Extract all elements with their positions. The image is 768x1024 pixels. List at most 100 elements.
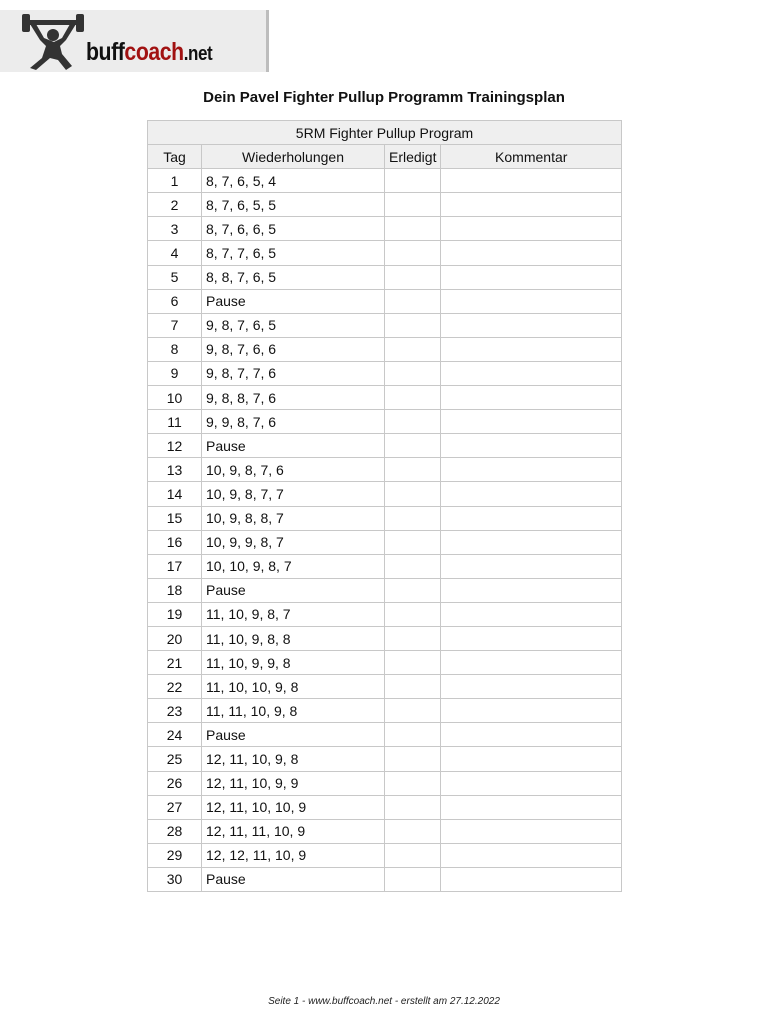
footer: Seite 1 - www.buffcoach.net - erstellt a… (268, 996, 500, 1007)
reps-cell: 12, 11, 10, 9, 8 (201, 746, 385, 772)
comment-cell (440, 529, 622, 555)
done-cell (383, 481, 442, 507)
done-cell (383, 722, 442, 748)
table-row: 29 12, 12, 11, 10, 9 (147, 842, 622, 868)
done-cell (383, 336, 442, 362)
table-row: 14 10, 9, 8, 7, 7 (147, 481, 622, 507)
reps-cell: 9, 8, 7, 6, 5 (201, 312, 385, 338)
reps-cell: Pause (201, 866, 385, 893)
done-cell (383, 409, 442, 435)
done-cell (383, 818, 442, 844)
reps-cell: 8, 7, 6, 6, 5 (201, 216, 385, 242)
table-row: 10 9, 8, 8, 7, 6 (147, 385, 622, 411)
table-row: 15 10, 9, 8, 8, 7 (147, 505, 622, 531)
reps-cell: 8, 7, 7, 6, 5 (201, 240, 385, 266)
day-cell: 24 (147, 722, 202, 748)
reps-cell: 8, 7, 6, 5, 5 (201, 192, 385, 218)
done-cell (383, 264, 442, 290)
reps-cell: 9, 8, 7, 7, 6 (201, 360, 385, 387)
table-row: 18 Pause (147, 577, 622, 603)
table-row: 24 Pause (147, 722, 622, 748)
comment-cell (440, 433, 622, 459)
done-cell (383, 457, 442, 483)
logo: buffcoach.net (0, 10, 269, 72)
day-cell: 12 (147, 433, 202, 459)
comment-cell (440, 625, 622, 652)
comment-cell (440, 336, 622, 362)
day-cell: 5 (147, 264, 202, 290)
table-row: 22 11, 10, 10, 9, 8 (147, 674, 622, 700)
comment-cell (440, 312, 622, 338)
table-row: 23 11, 11, 10, 9, 8 (147, 698, 622, 724)
day-cell: 21 (147, 650, 202, 676)
day-cell: 18 (147, 577, 202, 603)
logo-text: coach (124, 38, 184, 66)
reps-cell: 8, 8, 7, 6, 5 (201, 264, 385, 290)
done-cell (383, 529, 442, 555)
comment-cell (440, 168, 622, 194)
reps-cell: 11, 10, 9, 8, 8 (201, 625, 385, 652)
reps-cell: 11, 10, 10, 9, 8 (201, 674, 385, 700)
table-row: 25 12, 11, 10, 9, 8 (147, 746, 622, 772)
comment-cell (440, 385, 622, 411)
table-row: 4 8, 7, 7, 6, 5 (147, 240, 622, 266)
page-title: Dein Pavel Fighter Pullup Programm Train… (203, 89, 565, 106)
comment-cell (440, 288, 622, 314)
reps-cell: Pause (201, 288, 385, 314)
logo-text: buff (86, 38, 125, 66)
reps-cell: 12, 11, 10, 10, 9 (201, 794, 385, 820)
table-row: 30 Pause (147, 866, 622, 893)
reps-cell: 10, 9, 8, 8, 7 (201, 505, 385, 531)
table-row: 7 9, 8, 7, 6, 5 (147, 312, 622, 338)
table-row: 20 11, 10, 9, 8, 8 (147, 625, 622, 652)
day-cell: 11 (147, 409, 202, 435)
day-cell: 16 (147, 529, 202, 555)
day-cell: 13 (147, 457, 202, 483)
done-cell (383, 168, 442, 194)
comment-cell (440, 481, 622, 507)
done-cell (383, 216, 442, 242)
done-cell (383, 240, 442, 266)
comment-cell (440, 746, 622, 772)
reps-cell: 12, 11, 10, 9, 9 (201, 770, 385, 796)
table-row: 16 10, 9, 9, 8, 7 (147, 529, 622, 555)
done-cell (383, 312, 442, 338)
table-row: 26 12, 11, 10, 9, 9 (147, 770, 622, 796)
reps-cell: 10, 9, 8, 7, 6 (201, 457, 385, 483)
reps-cell: 10, 9, 8, 7, 7 (201, 481, 385, 507)
comment-cell (440, 360, 622, 387)
done-cell (383, 360, 442, 387)
done-cell (383, 866, 442, 893)
comment-cell (440, 577, 622, 603)
table-row: 21 11, 10, 9, 9, 8 (147, 650, 622, 676)
reps-cell: 9, 9, 8, 7, 6 (201, 409, 385, 435)
reps-cell: Pause (201, 722, 385, 748)
column-header: Wiederholungen (201, 144, 385, 170)
day-cell: 10 (147, 385, 202, 411)
day-cell: 27 (147, 794, 202, 820)
reps-cell: 11, 10, 9, 9, 8 (201, 650, 385, 676)
day-cell: 17 (147, 553, 202, 579)
comment-cell (440, 216, 622, 242)
comment-cell (440, 842, 622, 868)
comment-cell (440, 770, 622, 796)
day-cell: 6 (147, 288, 202, 314)
comment-cell (440, 505, 622, 531)
table-row: 1 8, 7, 6, 5, 4 (147, 168, 622, 194)
reps-cell: 10, 10, 9, 8, 7 (201, 553, 385, 579)
table-row: 13 10, 9, 8, 7, 6 (147, 457, 622, 483)
day-cell: 30 (147, 866, 202, 893)
weightlifter-icon (22, 14, 84, 70)
table-row: 6 Pause (147, 288, 622, 314)
comment-cell (440, 650, 622, 676)
done-cell (383, 553, 442, 579)
done-cell (383, 625, 442, 652)
day-cell: 7 (147, 312, 202, 338)
table-row: 28 12, 11, 11, 10, 9 (147, 818, 622, 844)
training-table: 5RM Fighter Pullup Program Tag Wiederholu… (147, 119, 622, 893)
done-cell (383, 746, 442, 772)
comment-cell (440, 866, 622, 893)
table-row: 12 Pause (147, 433, 622, 459)
done-cell (383, 674, 442, 700)
table-row: 2 8, 7, 6, 5, 5 (147, 192, 622, 218)
